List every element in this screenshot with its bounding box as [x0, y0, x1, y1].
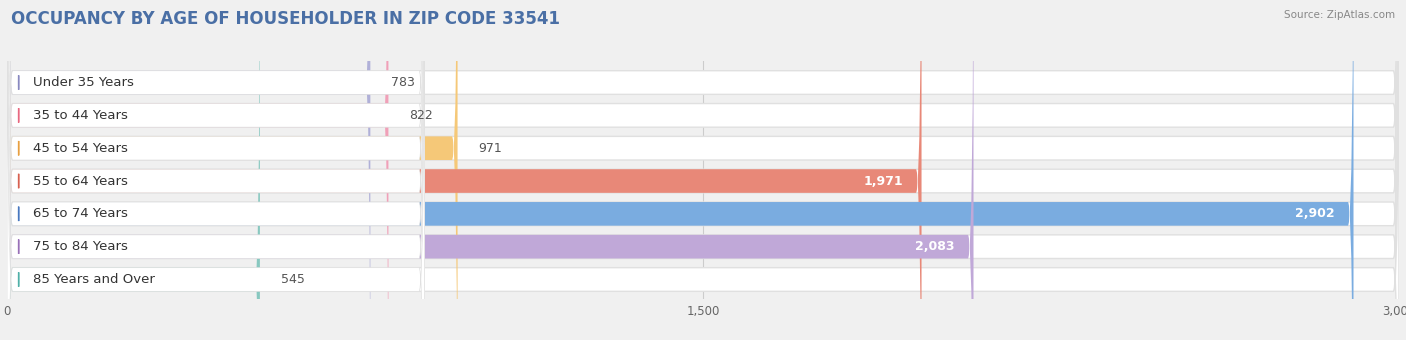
Text: 35 to 44 Years: 35 to 44 Years [32, 109, 128, 122]
FancyBboxPatch shape [7, 0, 388, 340]
FancyBboxPatch shape [7, 0, 425, 340]
Text: 55 to 64 Years: 55 to 64 Years [32, 174, 128, 188]
FancyBboxPatch shape [7, 0, 1399, 340]
FancyBboxPatch shape [7, 0, 425, 340]
FancyBboxPatch shape [7, 0, 1399, 340]
FancyBboxPatch shape [7, 0, 425, 340]
Text: 783: 783 [391, 76, 415, 89]
FancyBboxPatch shape [7, 0, 1399, 340]
Text: 85 Years and Over: 85 Years and Over [32, 273, 155, 286]
Text: Source: ZipAtlas.com: Source: ZipAtlas.com [1284, 10, 1395, 20]
Text: 45 to 54 Years: 45 to 54 Years [32, 142, 128, 155]
FancyBboxPatch shape [7, 0, 1399, 340]
FancyBboxPatch shape [7, 0, 425, 340]
FancyBboxPatch shape [7, 0, 425, 340]
FancyBboxPatch shape [7, 0, 1399, 340]
FancyBboxPatch shape [7, 0, 1399, 340]
FancyBboxPatch shape [7, 0, 425, 340]
Text: OCCUPANCY BY AGE OF HOUSEHOLDER IN ZIP CODE 33541: OCCUPANCY BY AGE OF HOUSEHOLDER IN ZIP C… [11, 10, 560, 28]
FancyBboxPatch shape [7, 0, 921, 340]
Text: 2,083: 2,083 [915, 240, 955, 253]
FancyBboxPatch shape [7, 0, 1354, 340]
FancyBboxPatch shape [7, 0, 1399, 340]
Text: 971: 971 [478, 142, 502, 155]
Text: 75 to 84 Years: 75 to 84 Years [32, 240, 128, 253]
FancyBboxPatch shape [7, 0, 260, 340]
FancyBboxPatch shape [7, 0, 370, 340]
FancyBboxPatch shape [7, 0, 457, 340]
Text: 1,971: 1,971 [863, 174, 903, 188]
Text: 822: 822 [409, 109, 433, 122]
Text: 2,902: 2,902 [1295, 207, 1334, 220]
FancyBboxPatch shape [7, 0, 425, 340]
FancyBboxPatch shape [7, 0, 973, 340]
Text: Under 35 Years: Under 35 Years [32, 76, 134, 89]
Text: 545: 545 [281, 273, 305, 286]
Text: 65 to 74 Years: 65 to 74 Years [32, 207, 128, 220]
